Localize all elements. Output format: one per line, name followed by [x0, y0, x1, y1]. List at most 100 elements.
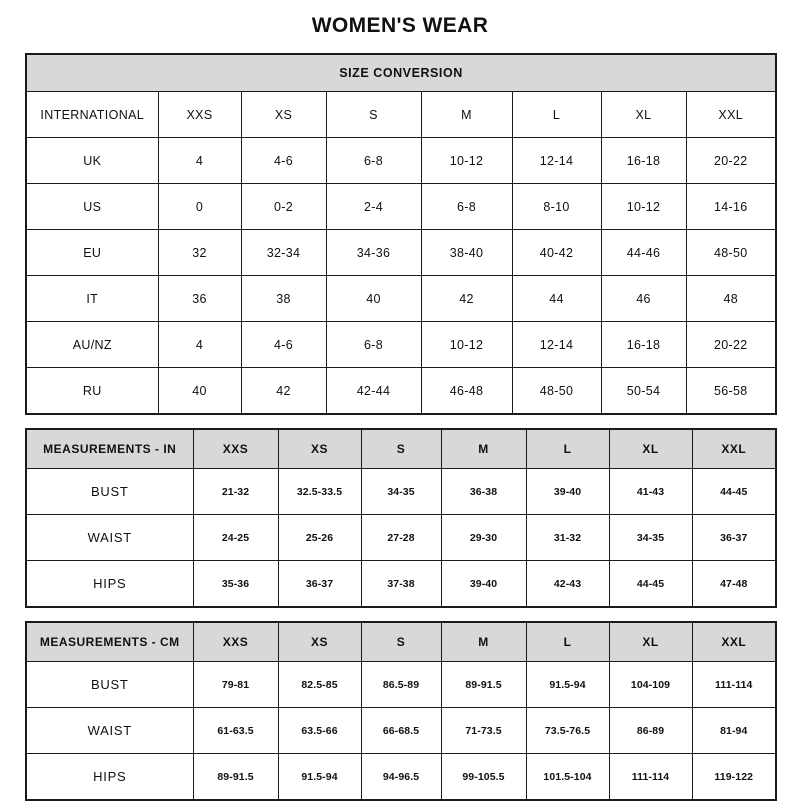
cell-value: 86-89: [608, 707, 693, 754]
cell-value: 6-8: [420, 183, 513, 230]
row-label: EU: [25, 229, 159, 276]
cell-value: 32.5-33.5: [277, 468, 362, 515]
column-header-s: S: [360, 621, 442, 662]
cell-value: 34-35: [360, 468, 442, 515]
measurements-inches-table: MEASUREMENTS - IN XXS XS S M L XL XXL BU…: [25, 428, 777, 608]
cell-value: 99-105.5: [440, 753, 527, 801]
table-row: BUST 79-81 82.5-85 86.5-89 89-91.5 91.5-…: [25, 661, 777, 708]
cell-value: 36-37: [277, 560, 362, 608]
column-header-xxl: XXL: [691, 621, 777, 662]
cell-value: 6-8: [325, 137, 422, 184]
column-header-international: INTERNATIONAL: [25, 91, 159, 138]
column-header-xs: XS: [240, 91, 327, 138]
cell-value: 119-122: [691, 753, 777, 801]
column-header-measurements-cm: MEASUREMENTS - CM: [25, 621, 194, 662]
cell-value: 48-50: [685, 229, 777, 276]
cell-value: 12-14: [511, 321, 602, 368]
cell-value: 10-12: [420, 137, 513, 184]
column-header-xl: XL: [608, 621, 693, 662]
cell-value: 50-54: [600, 367, 687, 415]
cell-value: 42-44: [325, 367, 422, 415]
cell-value: 35-36: [192, 560, 279, 608]
cell-value: 41-43: [608, 468, 693, 515]
cell-value: 4-6: [240, 321, 327, 368]
column-header-measurements-in: MEASUREMENTS - IN: [25, 428, 194, 469]
column-header-l: L: [525, 428, 610, 469]
row-label: HIPS: [25, 560, 194, 608]
cell-value: 91.5-94: [525, 661, 610, 708]
row-label: IT: [25, 275, 159, 322]
cell-value: 44: [511, 275, 602, 322]
cell-value: 71-73.5: [440, 707, 527, 754]
table-row: BUST 21-32 32.5-33.5 34-35 36-38 39-40 4…: [25, 468, 777, 515]
table-row: IT 36 38 40 42 44 46 48: [25, 275, 777, 322]
cell-value: 16-18: [600, 321, 687, 368]
row-label: HIPS: [25, 753, 194, 801]
row-label: US: [25, 183, 159, 230]
cell-value: 61-63.5: [192, 707, 279, 754]
cell-value: 38: [240, 275, 327, 322]
column-header-xl: XL: [600, 91, 687, 138]
cell-value: 34-35: [608, 514, 693, 561]
page-title: WOMEN'S WEAR: [311, 14, 489, 37]
cell-value: 0-2: [240, 183, 327, 230]
cell-value: 91.5-94: [277, 753, 362, 801]
cell-value: 111-114: [608, 753, 693, 801]
size-conversion-banner: SIZE CONVERSION: [25, 53, 777, 92]
table-row: HIPS 35-36 36-37 37-38 39-40 42-43 44-45…: [25, 560, 777, 608]
column-header-xxs: XXS: [192, 621, 279, 662]
cell-value: 32: [157, 229, 242, 276]
cell-value: 2-4: [325, 183, 422, 230]
row-label: BUST: [25, 468, 194, 515]
cell-value: 8-10: [511, 183, 602, 230]
cell-value: 40-42: [511, 229, 602, 276]
cell-value: 48: [685, 275, 777, 322]
cell-value: 34-36: [325, 229, 422, 276]
cell-value: 40: [325, 275, 422, 322]
cell-value: 36: [157, 275, 242, 322]
column-header-xxl: XXL: [685, 91, 777, 138]
cell-value: 39-40: [525, 468, 610, 515]
row-label: WAIST: [25, 707, 194, 754]
row-label: BUST: [25, 661, 194, 708]
cell-value: 20-22: [685, 137, 777, 184]
cell-value: 14-16: [685, 183, 777, 230]
cell-value: 25-26: [277, 514, 362, 561]
size-conversion-banner-row: SIZE CONVERSION: [25, 53, 777, 92]
column-header-m: M: [420, 91, 513, 138]
table-row: WAIST 24-25 25-26 27-28 29-30 31-32 34-3…: [25, 514, 777, 561]
cell-value: 10-12: [420, 321, 513, 368]
cell-value: 89-91.5: [192, 753, 279, 801]
column-header-xxl: XXL: [691, 428, 777, 469]
cell-value: 42-43: [525, 560, 610, 608]
cell-value: 0: [157, 183, 242, 230]
column-header-xs: XS: [277, 428, 362, 469]
cell-value: 42: [240, 367, 327, 415]
cell-value: 81-94: [691, 707, 777, 754]
size-conversion-table: SIZE CONVERSION INTERNATIONAL XXS XS S M…: [25, 53, 778, 415]
measurements-cm-header-row: MEASUREMENTS - CM XXS XS S M L XL XXL: [25, 621, 777, 662]
table-row: EU 32 32-34 34-36 38-40 40-42 44-46 48-5…: [25, 229, 777, 276]
cell-value: 20-22: [685, 321, 777, 368]
cell-value: 4: [157, 321, 242, 368]
column-header-m: M: [440, 428, 527, 469]
cell-value: 89-91.5: [440, 661, 527, 708]
cell-value: 42: [420, 275, 513, 322]
cell-value: 10-12: [600, 183, 687, 230]
table-row: RU 40 42 42-44 46-48 48-50 50-54 56-58: [25, 367, 777, 415]
cell-value: 63.5-66: [277, 707, 362, 754]
size-conversion-header-row: INTERNATIONAL XXS XS S M L XL XXL: [25, 91, 777, 138]
column-header-m: M: [440, 621, 527, 662]
cell-value: 37-38: [360, 560, 442, 608]
row-label: RU: [25, 367, 159, 415]
cell-value: 12-14: [511, 137, 602, 184]
column-header-s: S: [325, 91, 422, 138]
cell-value: 4-6: [240, 137, 327, 184]
cell-value: 31-32: [525, 514, 610, 561]
cell-value: 46: [600, 275, 687, 322]
cell-value: 6-8: [325, 321, 422, 368]
column-header-xxs: XXS: [192, 428, 279, 469]
table-row: US 0 0-2 2-4 6-8 8-10 10-12 14-16: [25, 183, 777, 230]
cell-value: 24-25: [192, 514, 279, 561]
column-header-l: L: [511, 91, 602, 138]
